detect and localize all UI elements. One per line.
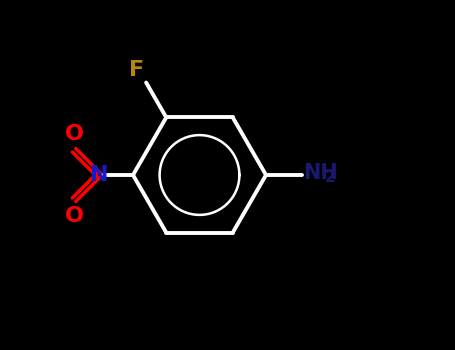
Text: NH: NH [303,163,338,183]
Text: N: N [90,165,108,185]
Text: 2: 2 [324,170,335,185]
Text: O: O [65,206,84,226]
Text: O: O [65,124,84,144]
Text: F: F [129,60,144,80]
